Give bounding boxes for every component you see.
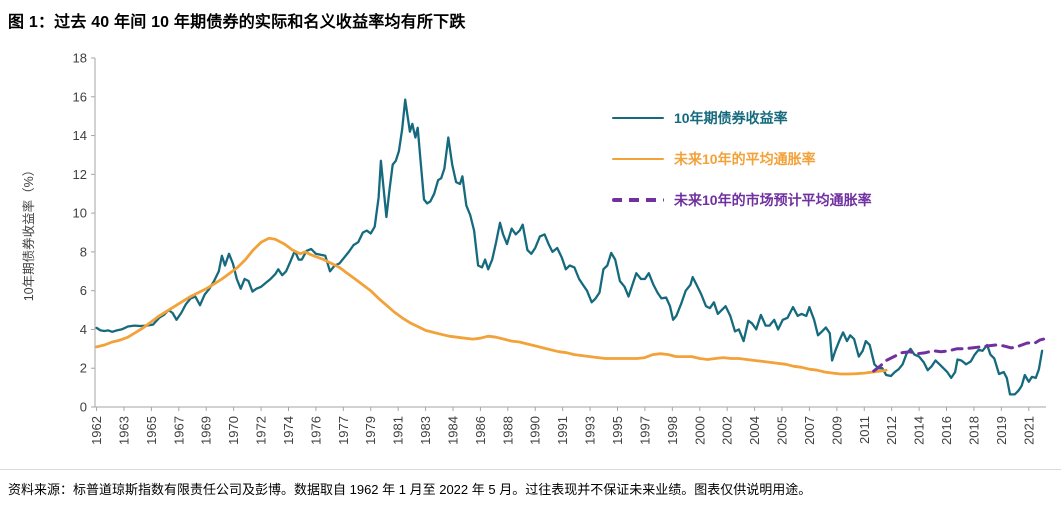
- svg-text:1983: 1983: [418, 416, 433, 445]
- svg-text:2014: 2014: [912, 416, 927, 445]
- svg-text:2012: 2012: [884, 416, 899, 445]
- svg-text:2002: 2002: [720, 416, 735, 445]
- svg-text:2005: 2005: [775, 416, 790, 445]
- svg-text:16: 16: [73, 89, 87, 104]
- svg-text:2011: 2011: [857, 416, 872, 444]
- legend-item-bond-yield: 10年期债券收益率: [612, 108, 872, 128]
- svg-text:2016: 2016: [939, 416, 954, 445]
- svg-text:1990: 1990: [528, 416, 543, 445]
- svg-text:18: 18: [73, 51, 87, 66]
- svg-text:2: 2: [80, 361, 87, 376]
- svg-text:8: 8: [80, 244, 87, 259]
- svg-text:4: 4: [80, 322, 87, 337]
- svg-text:1988: 1988: [500, 416, 515, 445]
- svg-text:14: 14: [73, 128, 87, 143]
- svg-text:10年期债券收益率（%）: 10年期债券收益率（%）: [21, 164, 36, 302]
- svg-text:2009: 2009: [829, 416, 844, 445]
- svg-text:1972: 1972: [254, 416, 269, 445]
- svg-text:1984: 1984: [445, 416, 460, 445]
- source-note: 资料来源：标普道琼斯指数有限责任公司及彭博。数据取自 1962 年 1 月至 2…: [8, 482, 812, 497]
- svg-text:1970: 1970: [226, 416, 241, 445]
- svg-text:1995: 1995: [610, 416, 625, 445]
- chart-title: 图 1：过去 40 年间 10 年期债券的实际和名义收益率均有所下跌: [8, 14, 466, 31]
- svg-text:1976: 1976: [308, 416, 323, 445]
- svg-text:1962: 1962: [89, 416, 104, 445]
- svg-text:1977: 1977: [336, 416, 351, 445]
- footer-divider: [0, 469, 1061, 470]
- svg-text:1981: 1981: [391, 416, 406, 445]
- chart-legend: 10年期债券收益率 未来10年的平均通胀率 未来10年的市场预计平均通胀率: [612, 108, 872, 210]
- svg-text:1998: 1998: [665, 416, 680, 445]
- svg-text:2000: 2000: [692, 416, 707, 445]
- svg-text:1986: 1986: [473, 416, 488, 445]
- svg-text:1993: 1993: [583, 416, 598, 445]
- svg-text:1967: 1967: [171, 416, 186, 445]
- svg-text:2007: 2007: [802, 416, 817, 445]
- svg-text:0: 0: [80, 400, 87, 415]
- svg-text:1969: 1969: [199, 416, 214, 445]
- svg-text:1979: 1979: [363, 416, 378, 445]
- legend-label-inflation: 未来10年的平均通胀率: [674, 151, 816, 167]
- svg-text:1974: 1974: [281, 416, 296, 445]
- svg-text:2004: 2004: [747, 416, 762, 445]
- legend-label-bond-yield: 10年期债券收益率: [674, 110, 788, 126]
- legend-item-inflation: 未来10年的平均通胀率: [612, 149, 872, 169]
- svg-text:1963: 1963: [116, 416, 131, 445]
- svg-text:2021: 2021: [1021, 416, 1036, 445]
- svg-text:1997: 1997: [637, 416, 652, 445]
- svg-text:2019: 2019: [994, 416, 1009, 445]
- svg-text:2018: 2018: [966, 416, 981, 445]
- legend-item-expected-inflation: 未来10年的市场预计平均通胀率: [612, 190, 872, 210]
- svg-text:10: 10: [73, 206, 87, 221]
- legend-label-expected-inflation: 未来10年的市场预计平均通胀率: [674, 192, 872, 208]
- svg-text:12: 12: [73, 167, 87, 182]
- svg-text:6: 6: [80, 283, 87, 298]
- bond-yield-line-swatch-icon: [612, 116, 664, 120]
- svg-text:1965: 1965: [144, 416, 159, 445]
- svg-text:1991: 1991: [555, 416, 570, 445]
- inflation-line-swatch-icon: [612, 157, 664, 161]
- expected-inflation-dashed-swatch-icon: [612, 197, 664, 203]
